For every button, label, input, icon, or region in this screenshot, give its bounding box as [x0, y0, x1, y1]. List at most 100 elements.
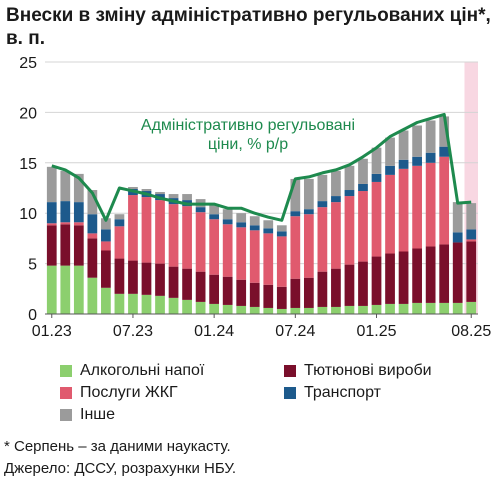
- bar-alcohol: [452, 302, 463, 314]
- bar-other: [236, 213, 247, 223]
- bar-alcohol: [60, 265, 71, 314]
- bar-tobacco: [249, 282, 260, 307]
- bar-transport: [222, 219, 233, 225]
- bar-other: [303, 178, 314, 210]
- bar-other: [101, 218, 111, 230]
- x-tick-label: 08.25: [451, 323, 491, 340]
- legend-swatch-housing: [60, 387, 72, 399]
- bar-alcohol: [249, 306, 260, 314]
- bar-tobacco: [466, 241, 477, 302]
- bar-transport: [290, 211, 301, 217]
- legend-item-tobacco: Тютюнові вироби: [284, 362, 432, 380]
- y-tick-label: 25: [19, 55, 37, 72]
- bar-tobacco: [60, 224, 71, 266]
- bar-other: [385, 137, 395, 166]
- bar-housing: [344, 196, 355, 265]
- bar-tobacco: [168, 266, 179, 298]
- footnote-note: * Серпень – за даними наукасту.: [4, 438, 231, 455]
- y-tick-label: 0: [28, 307, 37, 324]
- bar-other: [276, 225, 287, 232]
- bar-tobacco: [344, 264, 355, 306]
- legend-label-housing: Послуги ЖКГ: [80, 384, 178, 401]
- bar-tobacco: [128, 260, 138, 294]
- bar-housing: [303, 214, 314, 278]
- bar-other: [439, 116, 450, 147]
- bar-alcohol: [195, 301, 206, 314]
- bar-housing: [128, 195, 138, 261]
- bar-transport: [209, 214, 220, 220]
- bar-transport: [60, 201, 71, 223]
- bar-transport: [466, 229, 477, 240]
- bar-housing: [249, 230, 260, 283]
- bar-other: [358, 158, 368, 184]
- line-label-line2: ціни, % р/р: [208, 136, 288, 153]
- bar-housing: [195, 212, 206, 272]
- bar-housing: [168, 204, 179, 267]
- bar-transport: [371, 173, 382, 182]
- bar-housing: [412, 165, 422, 249]
- bar-transport: [249, 225, 260, 231]
- bar-other: [87, 190, 98, 215]
- bar-alcohol: [358, 305, 368, 314]
- bar-transport: [114, 219, 125, 227]
- bar-other: [209, 205, 220, 215]
- bar-alcohol: [128, 293, 138, 314]
- bar-tobacco: [276, 286, 287, 309]
- bar-tobacco: [182, 268, 192, 300]
- stacked-bar-chart: 0 5 10 15 20 25 01.23 07.23 01.24 07.24 01.25 08.25…: [19, 55, 491, 340]
- bar-other: [168, 194, 179, 199]
- bar-tobacco: [263, 284, 274, 308]
- bar-alcohol: [73, 265, 84, 314]
- y-tick-label: 15: [19, 156, 37, 173]
- bar-tobacco: [73, 225, 84, 266]
- legend-label-tobacco: Тютюнові вироби: [304, 362, 432, 379]
- bar-tobacco: [371, 256, 382, 305]
- bar-housing: [236, 227, 247, 280]
- bar-alcohol: [182, 299, 192, 314]
- bar-alcohol: [466, 301, 477, 314]
- bar-tobacco: [412, 248, 422, 303]
- bar-transport: [412, 156, 422, 166]
- legend-item-housing: Послуги ЖКГ: [60, 384, 178, 402]
- total-line: [51, 112, 472, 222]
- bar-housing: [371, 181, 382, 257]
- bar-transport: [385, 165, 395, 175]
- bar-alcohol: [303, 307, 314, 314]
- bar-housing: [276, 236, 287, 287]
- bar-alcohol: [317, 306, 328, 314]
- axes: 0 5 10 15 20 25 01.23 07.23 01.24 07.24 01.25 08.25: [19, 55, 491, 340]
- bar-alcohol: [155, 295, 165, 314]
- legend-item-transport: Транспорт: [284, 384, 381, 402]
- legend-item-alcohol: Алкогольні напої: [60, 362, 204, 380]
- footnote-source: Джерело: ДССУ, розрахунки НБУ.: [4, 460, 237, 477]
- bar-housing: [155, 200, 165, 264]
- bar-tobacco: [222, 276, 233, 305]
- bar-alcohol: [290, 307, 301, 314]
- bar-other: [155, 192, 165, 195]
- bar-tobacco: [101, 250, 111, 288]
- bar-other: [317, 174, 328, 202]
- bar-tobacco: [385, 253, 395, 304]
- bar-alcohol: [236, 305, 247, 314]
- bar-housing: [222, 224, 233, 277]
- bar-transport: [236, 222, 247, 228]
- bar-tobacco: [195, 271, 206, 302]
- bar-housing: [385, 174, 395, 254]
- bar-tobacco: [303, 277, 314, 308]
- bar-housing: [290, 216, 301, 279]
- footnote: * Серпень – за даними наукасту. Джерело:…: [4, 436, 236, 480]
- bar-tobacco: [236, 279, 247, 306]
- bar-tobacco: [425, 246, 436, 303]
- bar-tobacco: [331, 268, 341, 307]
- bar-alcohol: [412, 302, 422, 314]
- total-line-path: [51, 112, 472, 222]
- bar-housing: [182, 206, 192, 269]
- bar-transport: [303, 209, 314, 215]
- bar-housing: [141, 197, 152, 263]
- bar-transport: [439, 146, 450, 157]
- legend-label-alcohol: Алкогольні напої: [80, 362, 205, 379]
- bar-transport: [344, 190, 355, 197]
- bar-tobacco: [398, 251, 409, 304]
- bar-other: [452, 202, 463, 233]
- x-tick-label: 01.23: [32, 323, 72, 340]
